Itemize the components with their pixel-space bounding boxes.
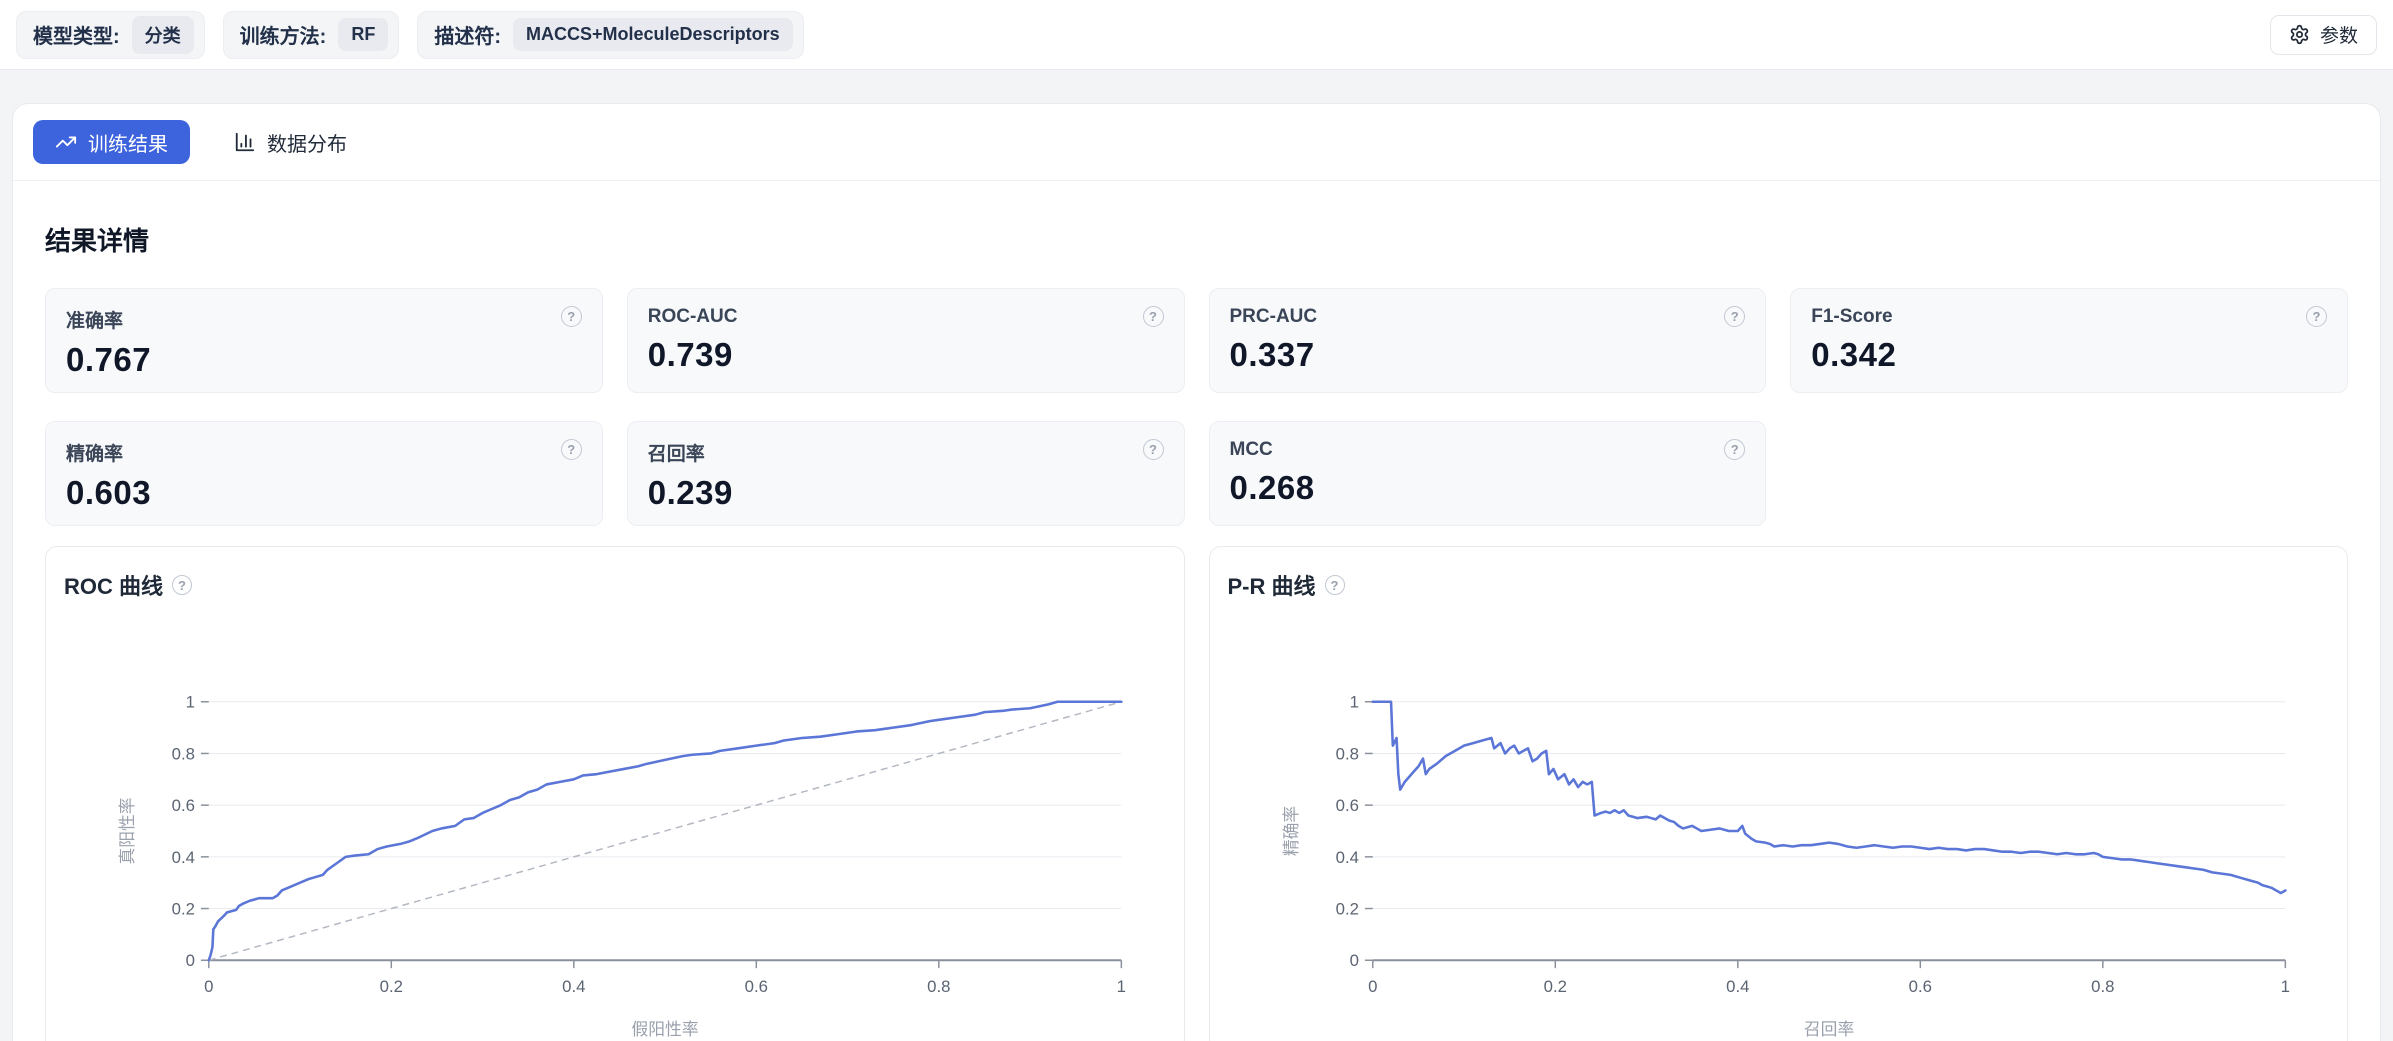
metric-label: 精确率 — [66, 444, 124, 465]
svg-text:0.4: 0.4 — [1726, 977, 1749, 996]
svg-text:0.4: 0.4 — [1335, 848, 1358, 867]
metric-value: 0.239 — [647, 474, 733, 511]
pr-chart-card: P-R 曲线 ? 0 0.2 0.4 0.6 0.8 1 0 0.2 0.4 0.6 0.8 1 召回率… — [1208, 546, 2348, 1041]
svg-text:0.2: 0.2 — [1543, 977, 1566, 996]
bar-chart-icon — [235, 132, 255, 152]
metric-value: 0.342 — [1811, 336, 1897, 373]
metric-card-roc-auc: ROC-AUC ? 0.739 — [626, 288, 1185, 393]
svg-text:0.4: 0.4 — [562, 977, 585, 996]
svg-text:0: 0 — [186, 951, 195, 970]
pr-chart-canvas[interactable]: 0 0.2 0.4 0.6 0.8 1 0 0.2 0.4 0.6 0.8 1 召回率 精确率 — [1210, 611, 2348, 1041]
topbar: 模型类型: 分类 训练方法: RF 描述符: MACCS+MoleculeDes… — [0, 0, 2393, 70]
charts-row: ROC 曲线 ? 0 0.2 0.4 0.6 0.8 1 0 0.2 0.4 0.6 0.8 1 假阳性… — [45, 546, 2348, 1041]
roc-chart-canvas[interactable]: 0 0.2 0.4 0.6 0.8 1 0 0.2 0.4 0.6 0.8 1 假阳性率 真阳性率 — [46, 611, 1184, 1041]
metric-label: PRC-AUC — [1229, 306, 1318, 327]
metric-card-f1-score: F1-Score ? 0.342 — [1790, 288, 2348, 393]
training-method-value: RF — [338, 18, 389, 51]
main-card: 训练结果 数据分布 结果详情 准确率 ? 0.767 ROC-AUC ? — [12, 103, 2381, 1041]
params-button-label: 参数 — [2319, 26, 2358, 47]
svg-text:精确率: 精确率 — [1281, 806, 1300, 856]
tab-data-distribution[interactable]: 数据分布 — [212, 120, 369, 164]
trending-up-icon — [55, 136, 77, 148]
svg-text:1: 1 — [1349, 693, 1358, 712]
help-icon[interactable]: ? — [2306, 306, 2327, 327]
svg-text:0.8: 0.8 — [172, 744, 195, 763]
model-type-value: 分类 — [131, 15, 194, 54]
svg-text:0.2: 0.2 — [1335, 899, 1358, 918]
roc-chart-title: ROC 曲线 — [64, 574, 164, 599]
help-icon[interactable]: ? — [172, 575, 193, 595]
svg-text:1: 1 — [1117, 977, 1126, 996]
model-type-pill: 模型类型: 分类 — [16, 10, 205, 59]
model-type-label: 模型类型: — [33, 26, 120, 48]
help-icon[interactable]: ? — [1724, 439, 1746, 460]
descriptor-value: MACCS+MoleculeDescriptors — [513, 18, 793, 51]
svg-text:假阳性率: 假阳性率 — [632, 1020, 699, 1039]
svg-text:0.8: 0.8 — [2091, 977, 2114, 996]
metric-value: 0.268 — [1229, 469, 1315, 506]
svg-text:0.8: 0.8 — [927, 977, 950, 996]
help-icon[interactable]: ? — [1724, 306, 1746, 327]
svg-text:0: 0 — [1349, 951, 1358, 970]
tab-data-distribution-label: 数据分布 — [267, 133, 347, 156]
svg-text:0.6: 0.6 — [172, 796, 195, 815]
svg-text:0.8: 0.8 — [1335, 744, 1358, 763]
svg-text:0.2: 0.2 — [172, 899, 195, 918]
metrics-grid: 准确率 ? 0.767 ROC-AUC ? 0.739 PRC-AUC ? 0.… — [45, 288, 2348, 526]
metric-label: MCC — [1229, 439, 1273, 460]
roc-chart-card: ROC 曲线 ? 0 0.2 0.4 0.6 0.8 1 0 0.2 0.4 0.6 0.8 1 假阳性… — [45, 546, 1185, 1041]
descriptor-label: 描述符: — [434, 26, 502, 48]
tab-bar: 训练结果 数据分布 — [13, 104, 2380, 181]
metric-card-recall: 召回率 ? 0.239 — [626, 421, 1185, 526]
svg-text:0.6: 0.6 — [1335, 796, 1358, 815]
help-icon[interactable]: ? — [1142, 306, 1164, 327]
metric-label: 准确率 — [66, 311, 124, 332]
svg-text:1: 1 — [2280, 977, 2289, 996]
svg-text:召回率: 召回率 — [1803, 1020, 1853, 1039]
svg-text:0.6: 0.6 — [745, 977, 768, 996]
svg-text:1: 1 — [186, 693, 195, 712]
params-button[interactable]: 参数 — [2269, 14, 2377, 55]
pr-chart-title: P-R 曲线 — [1227, 574, 1316, 599]
help-icon[interactable]: ? — [1142, 439, 1164, 460]
training-method-label: 训练方法: — [239, 26, 327, 48]
metric-label: ROC-AUC — [647, 306, 738, 327]
metric-card-accuracy: 准确率 ? 0.767 — [45, 288, 603, 393]
metric-value: 0.739 — [647, 336, 733, 373]
svg-text:0: 0 — [204, 977, 213, 996]
tab-training-results[interactable]: 训练结果 — [33, 120, 190, 164]
descriptor-pill: 描述符: MACCS+MoleculeDescriptors — [417, 10, 804, 59]
metric-label: F1-Score — [1811, 306, 1893, 327]
metric-card-prc-auc: PRC-AUC ? 0.337 — [1208, 288, 1767, 393]
results-content: 结果详情 准确率 ? 0.767 ROC-AUC ? 0.739 PRC-AUC — [13, 181, 2380, 1041]
help-icon[interactable]: ? — [560, 306, 582, 327]
tab-training-results-label: 训练结果 — [88, 133, 168, 156]
svg-text:真阳性率: 真阳性率 — [118, 797, 137, 864]
metric-card-mcc: MCC ? 0.268 — [1208, 421, 1767, 526]
svg-text:0.2: 0.2 — [380, 977, 403, 996]
metric-value: 0.603 — [66, 474, 152, 511]
training-method-pill: 训练方法: RF — [222, 10, 400, 59]
gear-icon — [2290, 24, 2309, 45]
svg-text:0.6: 0.6 — [1908, 977, 1931, 996]
metric-card-precision: 精确率 ? 0.603 — [45, 421, 603, 526]
metric-value: 0.337 — [1229, 336, 1315, 373]
metric-value: 0.767 — [66, 341, 152, 378]
svg-text:0: 0 — [1368, 977, 1377, 996]
help-icon[interactable]: ? — [560, 439, 582, 460]
metric-label: 召回率 — [647, 444, 705, 465]
svg-text:0.4: 0.4 — [172, 848, 195, 867]
help-icon[interactable]: ? — [1324, 575, 1345, 595]
section-title: 结果详情 — [45, 226, 150, 256]
